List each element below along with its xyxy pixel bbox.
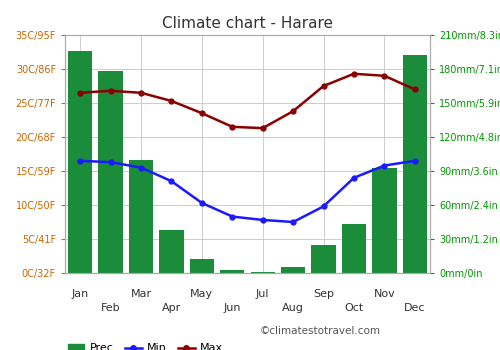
Text: Nov: Nov xyxy=(374,289,395,299)
Legend: Prec, Min, Max: Prec, Min, Max xyxy=(64,339,228,350)
Text: Sep: Sep xyxy=(313,289,334,299)
Text: Jun: Jun xyxy=(224,303,241,313)
Bar xyxy=(160,230,184,273)
Bar xyxy=(190,259,214,273)
Bar xyxy=(220,270,244,273)
Text: Apr: Apr xyxy=(162,303,181,313)
Text: ©climatestotravel.com: ©climatestotravel.com xyxy=(260,326,381,336)
Text: Jan: Jan xyxy=(72,289,89,299)
Bar xyxy=(68,51,92,273)
Text: May: May xyxy=(190,289,214,299)
Bar xyxy=(372,168,396,273)
Text: Aug: Aug xyxy=(282,303,304,313)
Bar xyxy=(250,272,275,273)
Text: Dec: Dec xyxy=(404,303,425,313)
Bar xyxy=(281,267,305,273)
Bar xyxy=(129,160,153,273)
Text: Jul: Jul xyxy=(256,289,270,299)
Text: Oct: Oct xyxy=(344,303,364,313)
Bar xyxy=(342,224,366,273)
Text: Feb: Feb xyxy=(101,303,120,313)
Title: Climate chart - Harare: Climate chart - Harare xyxy=(162,16,333,31)
Bar xyxy=(312,245,336,273)
Bar xyxy=(98,71,123,273)
Bar xyxy=(402,55,427,273)
Text: Mar: Mar xyxy=(130,289,152,299)
